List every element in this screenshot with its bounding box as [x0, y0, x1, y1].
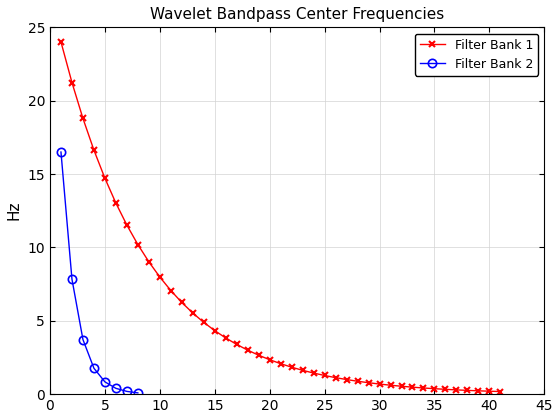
Filter Bank 1 [58, 39, 64, 45]
Title: Wavelet Bandpass Center Frequencies: Wavelet Bandpass Center Frequencies [150, 7, 444, 22]
Filter Bank 2 [91, 366, 97, 371]
Line: Filter Bank 1: Filter Bank 1 [58, 39, 503, 394]
Filter Bank 2 [134, 390, 141, 395]
Filter Bank 1 [486, 388, 493, 394]
Filter Bank 1 [124, 223, 130, 228]
Filter Bank 1 [288, 365, 295, 370]
Filter Bank 1 [277, 361, 284, 366]
Filter Bank 1 [80, 116, 86, 121]
Filter Bank 1 [189, 310, 196, 315]
Legend: Filter Bank 1, Filter Bank 2: Filter Bank 1, Filter Bank 2 [415, 34, 538, 76]
Filter Bank 2 [101, 379, 108, 384]
Filter Bank 1 [234, 342, 240, 347]
Filter Bank 1 [244, 348, 251, 353]
Filter Bank 1 [365, 380, 372, 385]
Y-axis label: Hz: Hz [7, 201, 22, 220]
Filter Bank 1 [156, 275, 163, 280]
Filter Bank 1 [267, 357, 273, 362]
Filter Bank 1 [68, 80, 75, 85]
Filter Bank 1 [211, 328, 218, 333]
Filter Bank 1 [222, 336, 229, 341]
Filter Bank 2 [124, 389, 130, 394]
Filter Bank 1 [398, 384, 405, 389]
Filter Bank 1 [200, 320, 207, 325]
Filter Bank 1 [310, 370, 317, 375]
Filter Bank 1 [321, 373, 328, 378]
Filter Bank 1 [179, 300, 185, 305]
Filter Bank 1 [409, 385, 416, 390]
Filter Bank 1 [332, 375, 339, 380]
Filter Bank 2 [80, 337, 86, 342]
Filter Bank 1 [255, 353, 262, 358]
Filter Bank 2 [68, 277, 75, 282]
Filter Bank 1 [453, 387, 460, 392]
Line: Filter Bank 2: Filter Bank 2 [57, 148, 142, 397]
Filter Bank 1 [431, 386, 438, 391]
Filter Bank 1 [146, 259, 152, 264]
Filter Bank 1 [299, 368, 306, 373]
Filter Bank 1 [101, 176, 108, 181]
Filter Bank 1 [134, 242, 141, 247]
Filter Bank 1 [354, 379, 361, 384]
Filter Bank 1 [167, 288, 174, 293]
Filter Bank 1 [343, 377, 350, 382]
Filter Bank 1 [464, 388, 471, 393]
Filter Bank 1 [442, 387, 449, 392]
Filter Bank 1 [497, 389, 504, 394]
Filter Bank 1 [475, 388, 482, 394]
Filter Bank 2 [113, 386, 119, 391]
Filter Bank 1 [376, 381, 383, 386]
Filter Bank 1 [113, 201, 119, 206]
Filter Bank 1 [420, 386, 427, 391]
Filter Bank 2 [58, 150, 64, 155]
Filter Bank 1 [387, 383, 394, 388]
Filter Bank 1 [91, 148, 97, 153]
